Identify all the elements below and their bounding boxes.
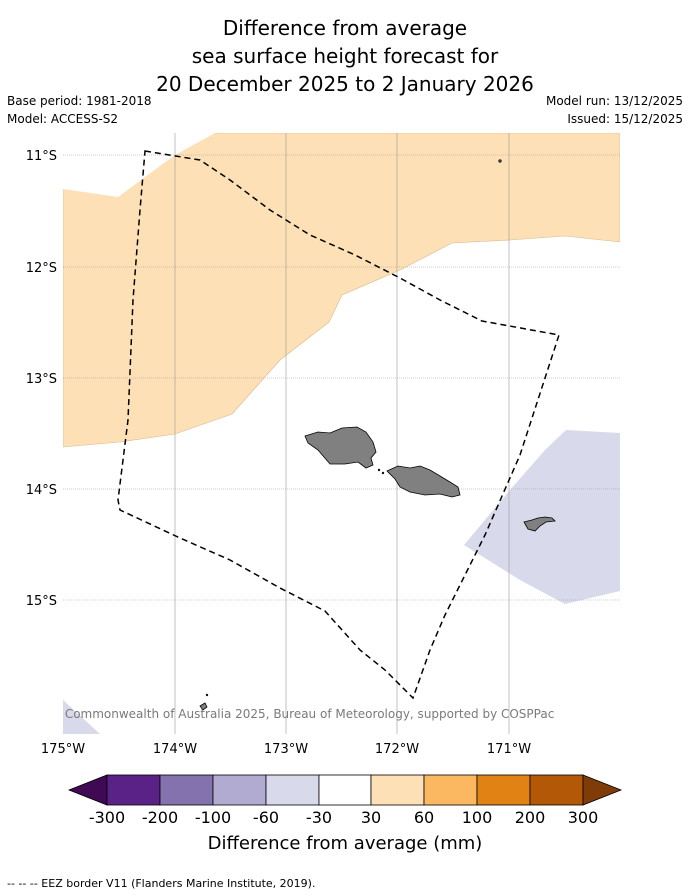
model-text: Model: ACCESS-S2 [7,112,119,126]
colorbar-extend-low [67,774,108,806]
colorbar-label: Difference from average (mm) [207,833,483,854]
lon-label-173w: 173°W [264,742,308,757]
chart-title: Difference from average sea surface heig… [0,14,690,98]
colorbar-bin-7 [423,774,478,806]
negative-anomaly-region-southwest [63,700,100,734]
islands [199,159,556,711]
lon-label-172w: 172°W [375,742,419,757]
title-line-2: sea surface height forecast for [191,44,499,68]
colorbar [67,774,623,806]
negative-anomaly-region-east [464,430,620,604]
base-period-text: Base period: 1981-2018 [7,94,152,108]
map-area: © Commonwealth of Australia 2025, Bureau… [49,133,620,734]
colorbar-bin-4 [265,774,320,806]
colorbar-tick-300: 300 [567,808,599,827]
colorbar-tick-neg100: -100 [194,808,232,827]
eez-border [117,150,560,700]
colorbar-tick-100: 100 [461,808,493,827]
colorbar-tick-neg30: -30 [305,808,333,827]
lon-label-175w: 175°W [41,742,85,757]
colorbar-bin-5 [318,774,372,806]
upolu-island [386,465,461,498]
savaii-island [304,426,377,469]
islet-2 [381,471,385,475]
colorbar-tick-neg200: -200 [141,808,179,827]
lat-label-15s: 15°S [26,594,57,609]
colorbar-bin-3 [212,774,267,806]
islet-3 [205,693,209,697]
lon-label-171w: 171°W [487,742,531,757]
colorbar-bin-6 [370,774,425,806]
title-line-1: Difference from average [222,16,468,40]
colorbar-tick-30: 30 [360,808,382,827]
eez-footnote: -- -- -- EEZ border V11 (Flanders Marine… [7,877,316,890]
lon-label-174w: 174°W [153,742,197,757]
colorbar-tick-200: 200 [514,808,546,827]
colorbar-bin-2 [159,774,214,806]
colorbar-extend-high [582,774,623,806]
lat-label-13s: 13°S [26,372,57,387]
colorbar-tick-neg60: -60 [252,808,280,827]
small-island-southwest [199,702,208,711]
copyright-text: © Commonwealth of Australia 2025, Bureau… [49,707,554,721]
tutuila-island [523,516,556,532]
lat-label-11s: 11°S [26,149,57,164]
lat-label-14s: 14°S [26,483,57,498]
positive-anomaly-region [63,133,620,448]
model-run-text: Model run: 13/12/2025 [545,94,683,108]
colorbar-bin-9 [529,774,584,806]
colorbar-tick-neg300: -300 [88,808,126,827]
small-island-north [498,159,502,163]
positive-anomaly-cut [63,133,215,197]
title-line-3: 20 December 2025 to 2 January 2026 [156,72,534,96]
islet-1 [377,468,381,472]
colorbar-tick-60: 60 [413,808,435,827]
colorbar-bin-1 [106,774,161,806]
gridlines [63,133,620,734]
lat-label-12s: 12°S [26,261,57,276]
colorbar-bin-8 [476,774,531,806]
issued-text: Issued: 15/12/2025 [567,112,683,126]
